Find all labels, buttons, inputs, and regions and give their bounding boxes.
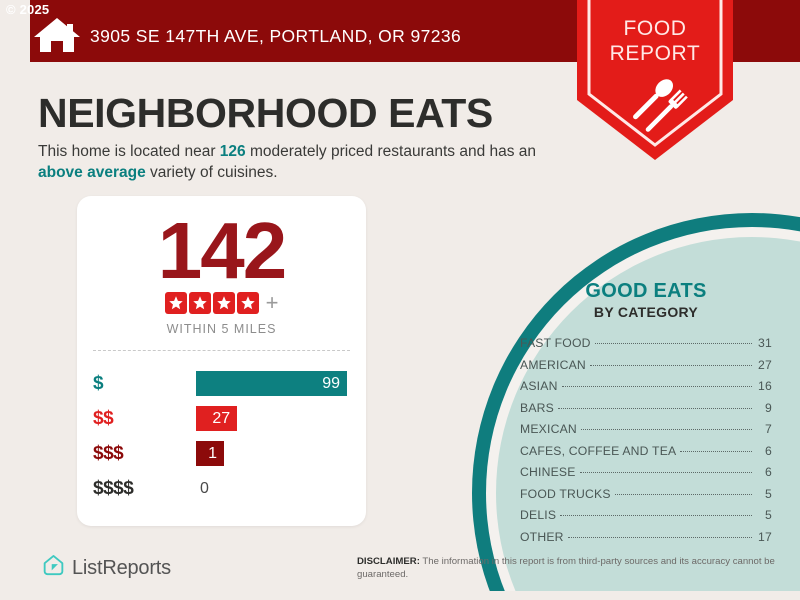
copyright-label: © 2025 bbox=[6, 2, 50, 17]
subtitle-highlight-count: 126 bbox=[219, 143, 246, 160]
price-bar-row: $99 bbox=[77, 366, 366, 401]
leader-dots bbox=[594, 343, 752, 344]
price-bar-fill: 1 bbox=[196, 441, 224, 466]
good-eats-row: FAST FOOD 31 bbox=[520, 336, 772, 358]
within-radius-label: WITHIN 5 MILES bbox=[166, 322, 277, 336]
price-level-label: $$$$ bbox=[93, 477, 134, 499]
good-eats-row: AMERICAN 27 bbox=[520, 358, 772, 380]
good-eats-category-count: 7 bbox=[765, 422, 772, 436]
leader-dots bbox=[567, 536, 752, 538]
good-eats-category-count: 17 bbox=[758, 529, 772, 544]
subtitle-part-3: variety of cuisines. bbox=[145, 164, 278, 181]
leader-dots bbox=[614, 493, 752, 495]
leader-dots bbox=[558, 407, 752, 409]
leader-dots bbox=[680, 450, 752, 452]
price-level-label: $$$ bbox=[93, 442, 124, 464]
food-report-badge bbox=[565, 0, 745, 162]
good-eats-row: BARS 9 bbox=[520, 401, 772, 423]
good-eats-category-count: 5 bbox=[765, 486, 772, 501]
star-plus-label: + bbox=[265, 290, 279, 315]
page-subtitle: This home is located near 126 moderately… bbox=[38, 141, 578, 183]
good-eats-category-count: 5 bbox=[765, 508, 772, 522]
good-eats-category-name: BARS bbox=[520, 400, 554, 415]
subtitle-part-1: This home is located near bbox=[38, 143, 220, 160]
disclaimer-label: DISCLAIMER: bbox=[357, 556, 420, 567]
good-eats-category-count: 6 bbox=[765, 465, 772, 479]
good-eats-row: CHINESE 6 bbox=[520, 465, 772, 487]
listreports-logo[interactable]: ListReports bbox=[42, 554, 171, 582]
good-eats-panel: GOOD EATS BY CATEGORY FAST FOOD 31 AMERICA… bbox=[520, 280, 772, 551]
price-bar-row: $$$$ 0 bbox=[77, 471, 366, 506]
leader-dots bbox=[560, 515, 752, 516]
left-page-margin bbox=[0, 0, 30, 600]
leader-dots bbox=[580, 429, 752, 430]
price-bar-track: 1 bbox=[196, 436, 224, 471]
good-eats-category-name: DELIS bbox=[520, 508, 557, 522]
good-eats-subtitle: BY CATEGORY bbox=[593, 304, 699, 320]
listreports-house-icon bbox=[42, 554, 65, 582]
good-eats-category-count: 16 bbox=[758, 379, 772, 393]
good-eats-row: MEXICAN 7 bbox=[520, 422, 772, 444]
card-divider bbox=[93, 350, 350, 351]
good-eats-category-count: 31 bbox=[758, 336, 772, 350]
good-eats-category-count: 9 bbox=[765, 400, 772, 415]
good-eats-title: GOOD EATS bbox=[585, 280, 707, 302]
price-bar-row: $$ 27 bbox=[77, 401, 366, 436]
good-eats-list: FAST FOOD 31 AMERICAN 27 ASIAN 16 BARS 9 MEXICAN… bbox=[520, 336, 772, 551]
price-bar-zero-label: 0 bbox=[200, 479, 209, 497]
good-eats-row: CAFES, COFFEE AND TEA 6 bbox=[520, 444, 772, 466]
good-eats-category-name: FAST FOOD bbox=[520, 336, 591, 350]
good-eats-category-name: OTHER bbox=[520, 529, 564, 544]
good-eats-category-count: 27 bbox=[758, 357, 772, 372]
good-eats-row: DELIS 5 bbox=[520, 508, 772, 530]
good-eats-category-name: FOOD TRUCKS bbox=[520, 486, 611, 501]
star-rating: + bbox=[77, 292, 366, 314]
star-icon bbox=[164, 292, 187, 314]
star-icon bbox=[212, 292, 235, 314]
price-bar-fill: 99 bbox=[196, 371, 347, 396]
restaurant-count: 142 bbox=[157, 206, 287, 295]
good-eats-category-name: ASIAN bbox=[520, 379, 558, 393]
price-level-label: $ bbox=[93, 372, 104, 394]
good-eats-row: FOOD TRUCKS 5 bbox=[520, 487, 772, 509]
leader-dots bbox=[561, 386, 752, 387]
price-level-label: $$ bbox=[93, 407, 114, 429]
house-icon bbox=[32, 16, 82, 54]
price-bar-row: $$$ 1 bbox=[77, 436, 366, 471]
restaurant-count-card: 142 + WITHIN 5 MILES $99 $$ 27 $$$ 1 $$$$ 0 bbox=[77, 196, 366, 526]
star-icon bbox=[236, 292, 259, 314]
good-eats-category-name: CAFES, COFFEE AND TEA bbox=[520, 443, 677, 458]
leader-dots bbox=[589, 364, 752, 366]
good-eats-category-name: MEXICAN bbox=[520, 422, 577, 436]
good-eats-category-name: AMERICAN bbox=[520, 357, 586, 372]
disclaimer: DISCLAIMER: The information in this repo… bbox=[357, 556, 777, 581]
listreports-wordmark: ListReports bbox=[72, 556, 171, 579]
subtitle-part-2: moderately priced restaurants and has an bbox=[245, 143, 537, 160]
good-eats-row: OTHER 17 bbox=[520, 530, 772, 552]
good-eats-category-count: 6 bbox=[765, 443, 772, 458]
price-bar-track: 27 bbox=[196, 401, 238, 436]
price-level-bar-chart: $99 $$ 27 $$$ 1 $$$$ 0 bbox=[77, 366, 366, 506]
star-icon bbox=[188, 292, 211, 314]
price-bar-track: 99 bbox=[196, 366, 347, 401]
good-eats-category-name: CHINESE bbox=[520, 465, 576, 479]
price-bar-track: 0 bbox=[196, 471, 209, 506]
disclaimer-text: The information in this report is from t… bbox=[357, 556, 775, 580]
page-title: NEIGHBORHOOD EATS bbox=[38, 90, 493, 136]
subtitle-highlight-rating: above average bbox=[38, 164, 146, 181]
bottom-page-margin bbox=[0, 591, 800, 600]
good-eats-row: ASIAN 16 bbox=[520, 379, 772, 401]
price-bar-fill: 27 bbox=[196, 406, 238, 431]
leader-dots bbox=[579, 472, 752, 473]
fork-and-spoon-icon bbox=[633, 79, 688, 132]
property-address: 3905 SE 147TH AVE, PORTLAND, OR 97236 bbox=[90, 26, 462, 46]
